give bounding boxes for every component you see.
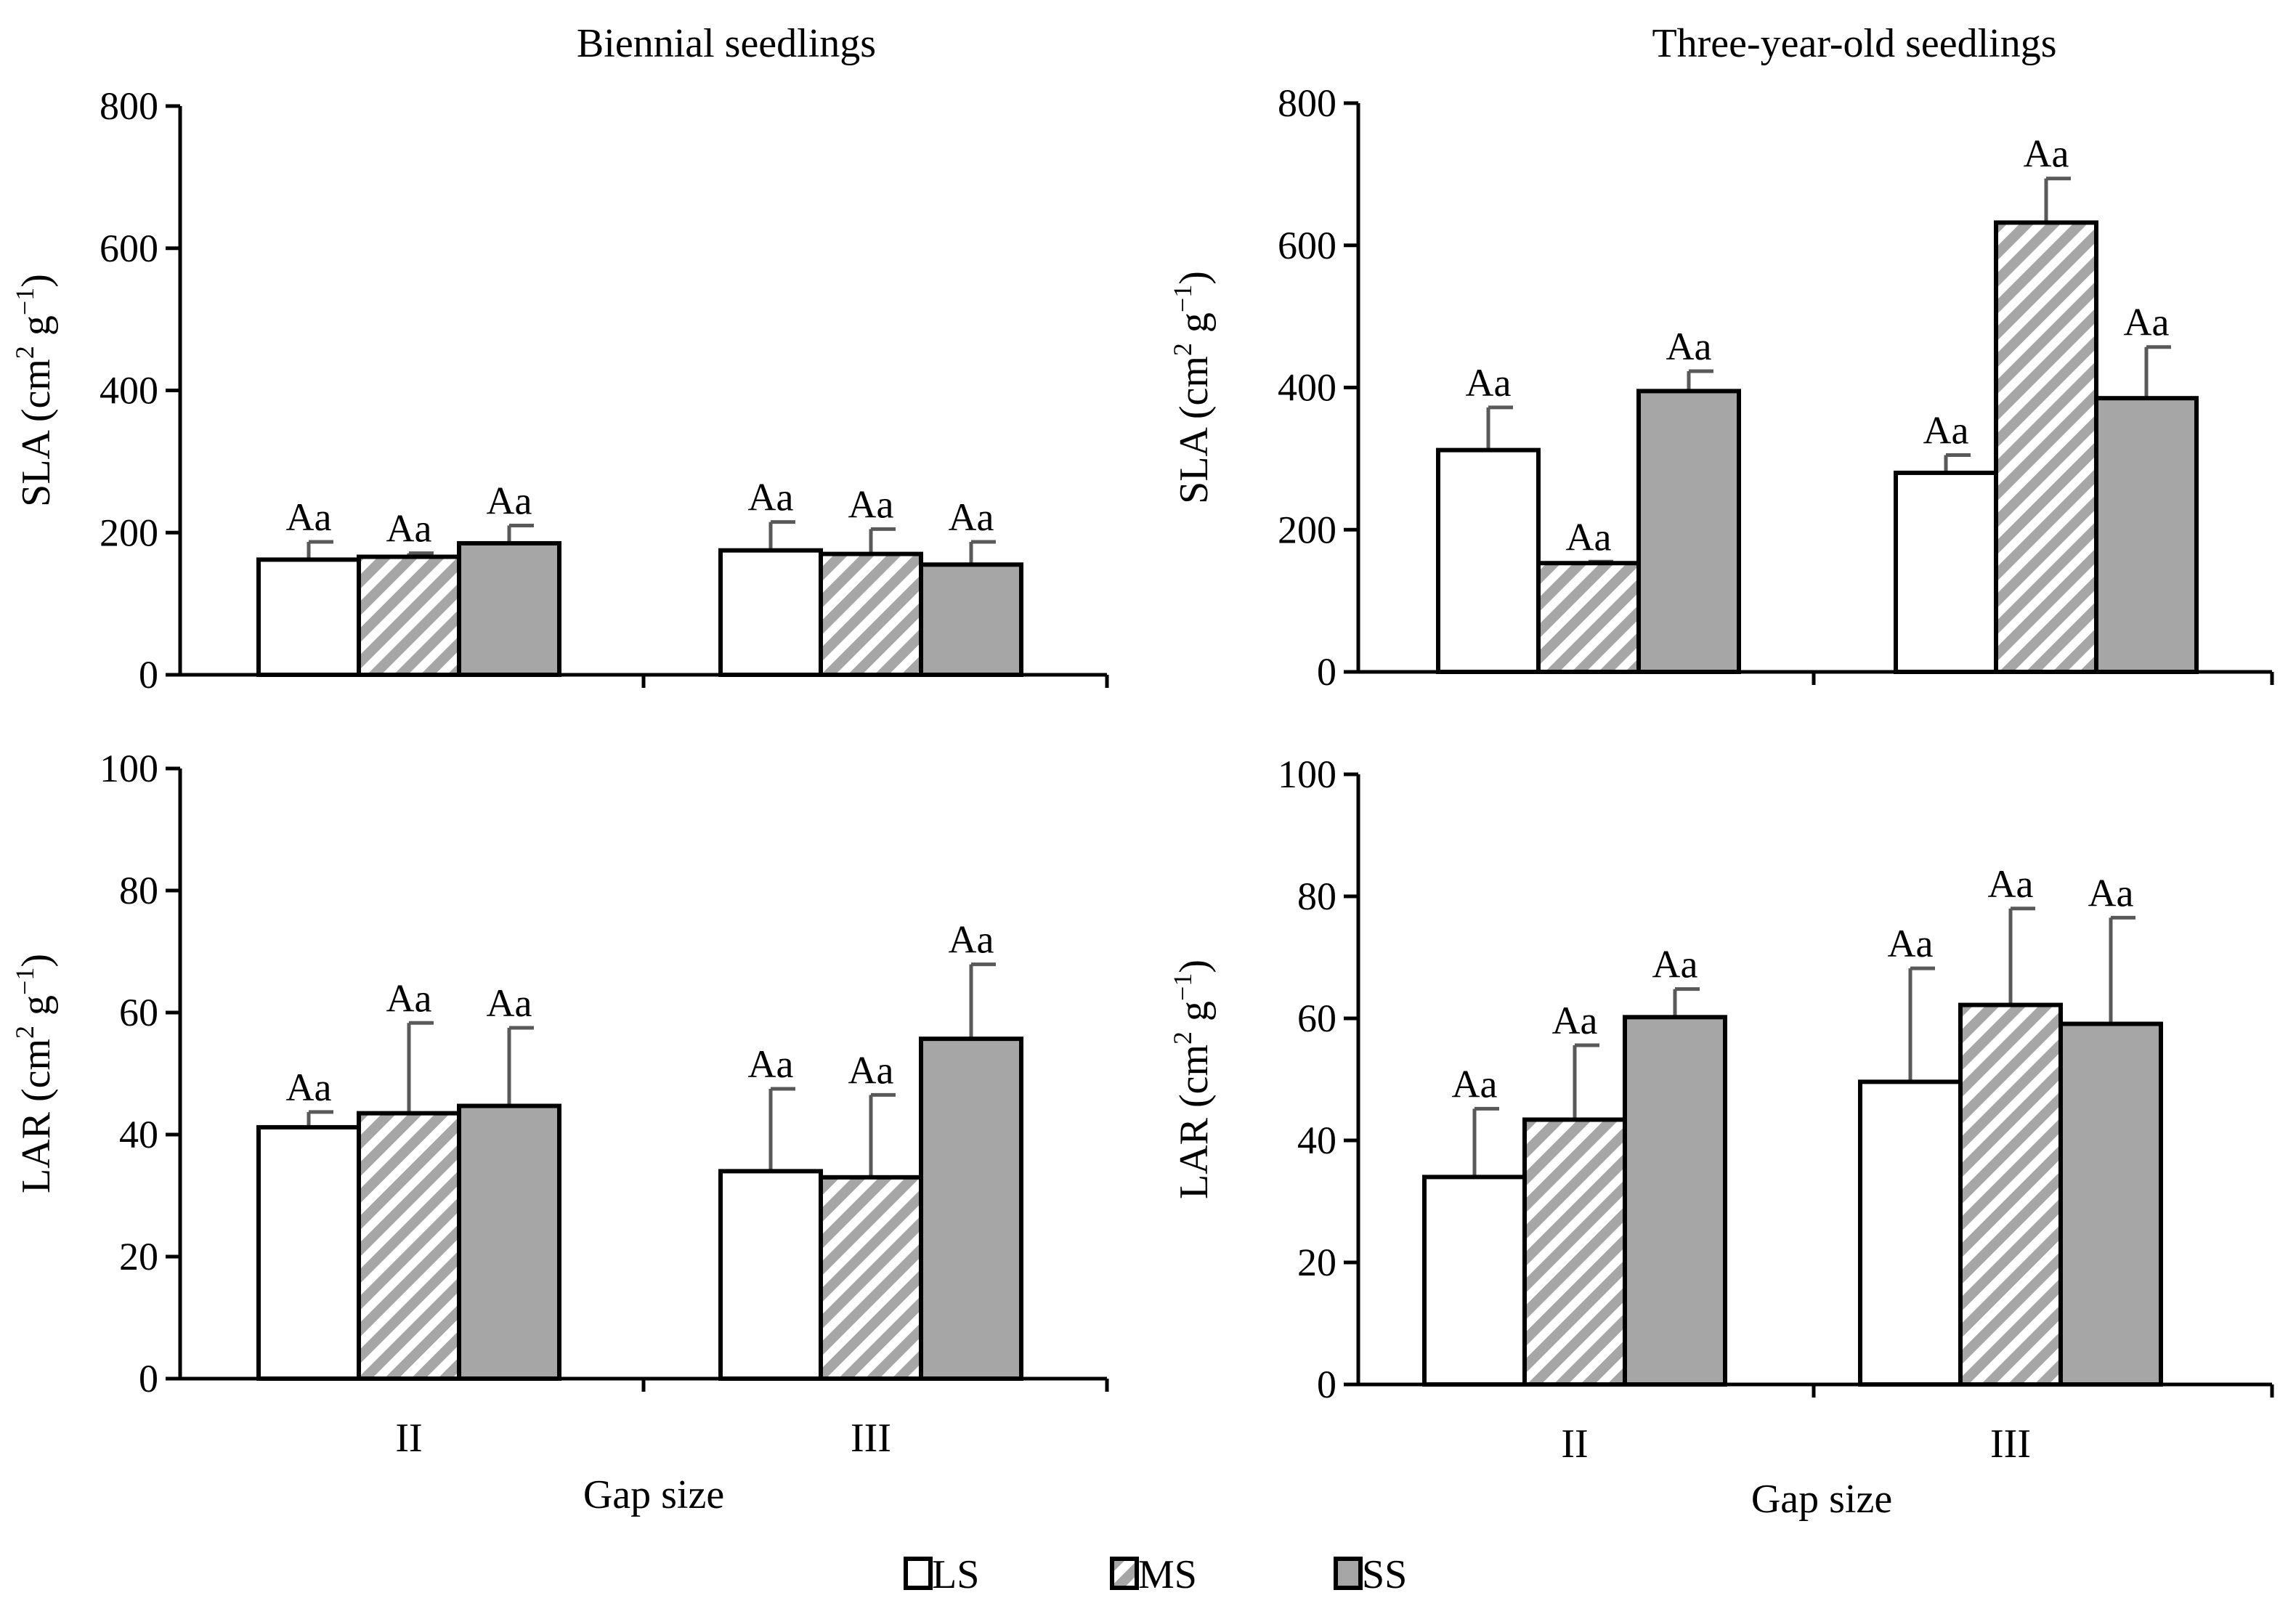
y-tick-label: 800 (1278, 81, 1336, 125)
bar-label: Aa (1466, 361, 1512, 405)
bar-label: Aa (487, 981, 532, 1025)
bar-label: Aa (1666, 325, 1712, 368)
y-tick-label: 0 (139, 653, 158, 697)
bar-label: Aa (286, 495, 332, 539)
legend-swatch-ss (1334, 1557, 1363, 1590)
y-axis-label: LAR (cm2 g−1) (10, 954, 59, 1193)
y-tick-label: 100 (1278, 753, 1336, 796)
bar-ls (1436, 447, 1541, 674)
y-tick-label: 200 (100, 511, 158, 554)
y-tick-label: 400 (100, 369, 158, 413)
panel-lar-biennial: 0 20 40 60 80 100 LAR (cm2 g−1) Aa Aa Aa II Aa Aa Aa I… (10, 747, 1109, 1517)
y-tick-label: 600 (1278, 224, 1336, 267)
bar-ms (819, 551, 923, 677)
y-tick-label: 0 (1317, 650, 1336, 694)
bar-label: Aa (286, 1066, 332, 1109)
y-tick-label: 20 (1297, 1241, 1336, 1284)
y-axis-label: LAR (cm2 g−1) (1168, 960, 1217, 1199)
bar-ls (1858, 1079, 1963, 1387)
bar-label: Aa (848, 1048, 894, 1092)
x-axis-label: Gap size (583, 1472, 724, 1517)
bar-ss (919, 1037, 1023, 1381)
bar-label: Aa (1552, 999, 1598, 1042)
chart-title: Biennial seedlings (577, 21, 876, 66)
bar-ls (256, 1124, 361, 1382)
bar-label: Aa (2088, 871, 2134, 914)
bar-label: Aa (2124, 301, 2170, 344)
bar-label: Aa (1452, 1062, 1498, 1106)
panel-sla-biennial: Biennial seedlings 0 200 400 600 800 SLA (cm2 … (10, 21, 1109, 697)
y-tick-label: 600 (100, 227, 158, 270)
bar-ms (1958, 1002, 2063, 1387)
legend: LS MS SS (904, 1552, 1407, 1597)
y-tick-label: 0 (1317, 1363, 1336, 1406)
y-tick-label: 40 (1297, 1119, 1336, 1162)
panel-lar-three-year: 0 20 40 60 80 100 LAR (cm2 g−1) Aa Aa Aa II Aa Aa Aa I… (1168, 753, 2274, 1522)
y-tick-label: 0 (139, 1357, 158, 1400)
y-tick-label: 60 (1297, 997, 1336, 1040)
bar-ms (1522, 1117, 1627, 1387)
bar-ss (457, 540, 561, 678)
x-category-label: III (851, 1416, 891, 1461)
bar-label: Aa (1923, 408, 1969, 452)
bar-ls (256, 557, 361, 677)
x-axis-label: Gap size (1751, 1477, 1892, 1522)
bar-label: Aa (748, 1042, 794, 1086)
y-tick-label: 200 (1278, 508, 1336, 551)
y-tick-label: 800 (100, 84, 158, 128)
bar-ms (1536, 561, 1641, 674)
legend-label-ms: MS (1138, 1552, 1197, 1597)
y-tick-label: 80 (119, 869, 158, 912)
bar-ss (1623, 1015, 1727, 1387)
bar-label: Aa (1652, 943, 1698, 986)
bar-label: Aa (386, 507, 432, 551)
x-category-label: II (395, 1416, 422, 1461)
bar-label: Aa (487, 479, 532, 522)
bar-label: Aa (1988, 862, 2034, 906)
bar-label: Aa (1566, 515, 1612, 559)
y-axis-label: SLA (cm2 g−1) (10, 274, 59, 507)
bar-ms (357, 554, 461, 678)
bar-ls (1422, 1175, 1527, 1387)
bar-ms (1994, 220, 2098, 674)
bar-ms (819, 1175, 923, 1382)
panel-sla-three-year: Three-year-old seedlings 0 200 400 600 800 SLA… (1168, 21, 2274, 694)
bar-label: Aa (386, 976, 432, 1020)
y-axis-label: SLA (cm2 g−1) (1168, 271, 1217, 504)
x-category-label: III (1990, 1422, 2031, 1467)
legend-label-ss: SS (1362, 1552, 1407, 1597)
bar-ls (718, 548, 823, 677)
bar-label: Aa (1888, 922, 1934, 965)
bar-ls (718, 1169, 823, 1382)
bar-label: Aa (949, 918, 994, 962)
bar-ss (2058, 1021, 2163, 1387)
y-tick-label: 80 (1297, 875, 1336, 918)
y-tick-label: 40 (119, 1113, 158, 1156)
bar-label: Aa (949, 495, 994, 539)
chart-title: Three-year-old seedlings (1652, 21, 2056, 66)
y-tick-label: 20 (119, 1235, 158, 1278)
bar-label: Aa (748, 476, 794, 519)
bar-label: Aa (2024, 132, 2069, 176)
bar-label: Aa (848, 482, 894, 526)
bar-ss (919, 562, 1023, 678)
bar-ss (1636, 389, 1741, 674)
legend-swatch-ms (1110, 1557, 1139, 1590)
bar-ls (1894, 470, 1998, 674)
x-category-label: II (1561, 1422, 1588, 1467)
legend-swatch-ls (904, 1557, 933, 1590)
bar-ms (357, 1111, 461, 1381)
y-tick-label: 400 (1278, 366, 1336, 410)
bar-ss (2094, 396, 2199, 675)
bar-ss (457, 1103, 561, 1382)
legend-label-ls: LS (932, 1552, 979, 1597)
y-tick-label: 100 (100, 747, 158, 790)
y-tick-label: 60 (119, 991, 158, 1034)
